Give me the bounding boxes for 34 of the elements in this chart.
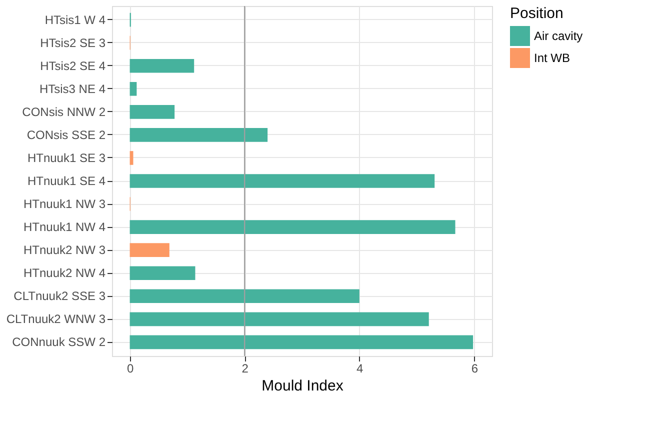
bar: [130, 128, 268, 142]
y-tick-label: HTsis2 SE 3: [40, 36, 106, 50]
y-tick-label: HTnuuk1 SE 3: [27, 150, 106, 165]
y-tick-label: HTnuuk1 NW 3: [23, 197, 106, 212]
x-tick-label: 0: [126, 362, 134, 376]
x-tick-label: 2: [242, 362, 249, 376]
y-tick-label: HTnuuk1 NW 4: [23, 220, 106, 234]
bar: [130, 312, 429, 326]
y-tick-label: CLTnuuk2 SSE 3: [14, 289, 106, 304]
legend-title: Position: [510, 5, 564, 22]
bar: [130, 174, 435, 188]
bar: [130, 220, 456, 234]
x-tick-label: 6: [471, 362, 478, 376]
x-axis-title: Mould Index: [262, 378, 344, 394]
y-tick-label: HTnuuk1 SE 4: [27, 174, 106, 188]
y-tick-label: CONnuuk SSW 2: [12, 335, 106, 350]
bar: [130, 82, 137, 96]
y-tick-label: CLTnuuk2 WNW 3: [6, 312, 106, 326]
bar: [130, 266, 196, 280]
bar: [130, 243, 170, 257]
bar: [130, 335, 474, 350]
y-tick-label: CONsis NNW 2: [22, 104, 106, 119]
y-tick-label: HTsis1 W 4: [44, 12, 106, 27]
y-tick-label: HTsis3 NE 4: [39, 82, 106, 96]
y-tick-label: HTnuuk2 NW 4: [23, 266, 106, 280]
y-tick-label: HTsis2 SE 4: [40, 58, 106, 73]
x-tick-label: 4: [356, 362, 364, 376]
y-tick-label: CONsis SSE 2: [26, 128, 106, 142]
bar: [130, 105, 175, 119]
legend-label: Air cavity: [534, 29, 583, 43]
bar: [130, 289, 360, 304]
y-tick-label: HTnuuk2 NW 3: [23, 243, 106, 258]
bar: [130, 58, 194, 73]
legend-label: Int WB: [534, 51, 570, 65]
